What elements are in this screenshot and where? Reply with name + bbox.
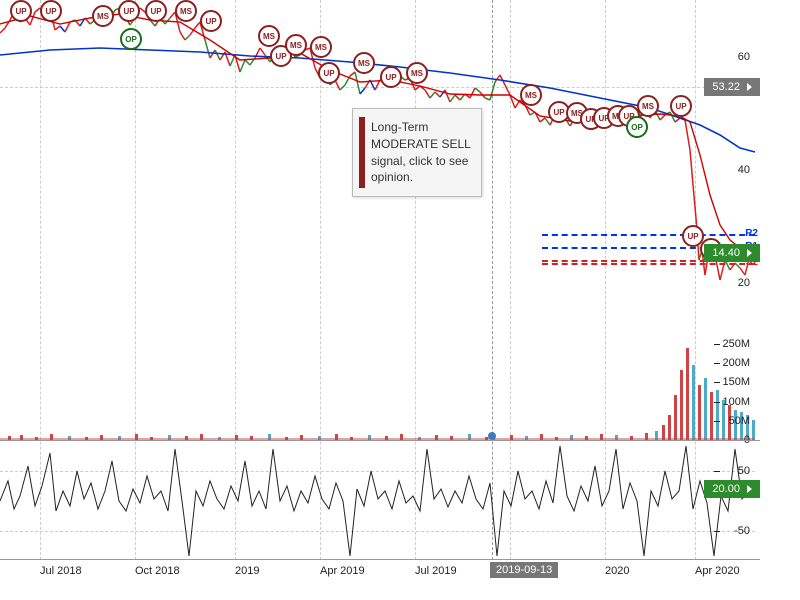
sr-line — [542, 263, 755, 265]
indicator-panel[interactable]: -50 50 20.00 — [0, 440, 760, 560]
indicator-y-label: 50 — [738, 465, 750, 477]
volume-svg — [0, 340, 760, 440]
y-axis-label: 40 — [738, 164, 750, 176]
tooltip-line1: Long-Term — [371, 120, 428, 134]
x-axis-label: Apr 2019 — [320, 565, 365, 577]
signal-badge-up[interactable]: UP — [40, 0, 62, 22]
volume-y-label: 200M — [722, 357, 750, 369]
signal-badge-ms[interactable]: MS — [92, 5, 114, 27]
y-axis-label: 60 — [738, 51, 750, 63]
volume-y-label: 100M — [722, 396, 750, 408]
signal-badge-ms[interactable]: MS — [406, 62, 428, 84]
tick-mark — [714, 382, 720, 383]
x-axis-label: Jul 2018 — [40, 565, 82, 577]
volume-y-label: 150M — [722, 376, 750, 388]
price-reference-badge: 53.22 — [704, 78, 760, 96]
signal-badge-ms[interactable]: MS — [310, 36, 332, 58]
tick-mark — [714, 344, 720, 345]
tick-mark — [714, 363, 720, 364]
x-axis-label: Apr 2020 — [695, 565, 740, 577]
price-reference-value: 53.22 — [712, 81, 740, 93]
signal-badge-up[interactable]: UP — [380, 66, 402, 88]
current-price-badge: 14.40 — [704, 244, 760, 262]
crosshair-dot-icon — [488, 432, 496, 440]
arrow-right-icon — [747, 249, 752, 257]
volume-y-label: 50M — [729, 415, 750, 427]
signal-badge-up[interactable]: UP — [318, 62, 340, 84]
volume-panel[interactable]: 050M100M150M200M250M — [0, 340, 760, 440]
tick-mark — [714, 531, 720, 532]
indicator-y-label: -50 — [734, 525, 750, 537]
x-axis-label: Oct 2018 — [135, 565, 180, 577]
signal-badge-op[interactable]: OP — [120, 28, 142, 50]
signal-badge-ms[interactable]: MS — [258, 25, 280, 47]
signal-badge-ms[interactable]: MS — [353, 52, 375, 74]
x-axis-date-highlight: 2019-09-13 — [490, 562, 558, 578]
sr-line — [542, 234, 755, 236]
tick-mark — [714, 471, 720, 472]
signal-tooltip[interactable]: Long-Term MODERATE SELL signal, click to… — [352, 108, 482, 197]
current-price-value: 14.40 — [712, 247, 740, 259]
indicator-svg — [0, 441, 760, 561]
tooltip-line2: MODERATE SELL — [371, 137, 471, 151]
arrow-right-icon — [747, 83, 752, 91]
signal-badge-ms[interactable]: MS — [520, 84, 542, 106]
indicator-value: 20.00 — [712, 483, 740, 495]
signal-badge-up[interactable]: UP — [145, 0, 167, 22]
x-axis-label: 2020 — [605, 565, 629, 577]
signal-badge-up[interactable]: UP — [670, 95, 692, 117]
sr-label: R2 — [745, 228, 758, 239]
signal-badge-up[interactable]: UP — [118, 0, 140, 22]
signal-badge-op[interactable]: OP — [626, 116, 648, 138]
tick-mark — [714, 402, 720, 403]
stock-chart[interactable]: 204060 R2R1S1S2 UPUPMSUPOPUPMSUPMSUPMSMS… — [0, 0, 800, 600]
tooltip-accent-bar — [359, 117, 365, 188]
signal-badge-ms[interactable]: MS — [175, 0, 197, 22]
highlight-date-text: 2019-09-13 — [496, 564, 552, 576]
x-axis-label: Jul 2019 — [415, 565, 457, 577]
price-panel[interactable]: 204060 R2R1S1S2 UPUPMSUPOPUPMSUPMSUPMSMS… — [0, 0, 760, 340]
indicator-value-badge: 20.00 — [704, 480, 760, 498]
tick-mark — [714, 421, 720, 422]
tooltip-line3: signal, click to see — [371, 154, 468, 168]
arrow-right-icon — [747, 485, 752, 493]
x-axis-label: 2019 — [235, 565, 259, 577]
signal-badge-up[interactable]: UP — [10, 0, 32, 22]
tooltip-line4: opinion. — [371, 170, 413, 184]
signal-badge-up[interactable]: UP — [200, 10, 222, 32]
signal-badge-ms[interactable]: MS — [285, 34, 307, 56]
signal-badge-ms[interactable]: MS — [637, 95, 659, 117]
volume-y-label: 250M — [722, 338, 750, 350]
y-axis-label: 20 — [738, 277, 750, 289]
